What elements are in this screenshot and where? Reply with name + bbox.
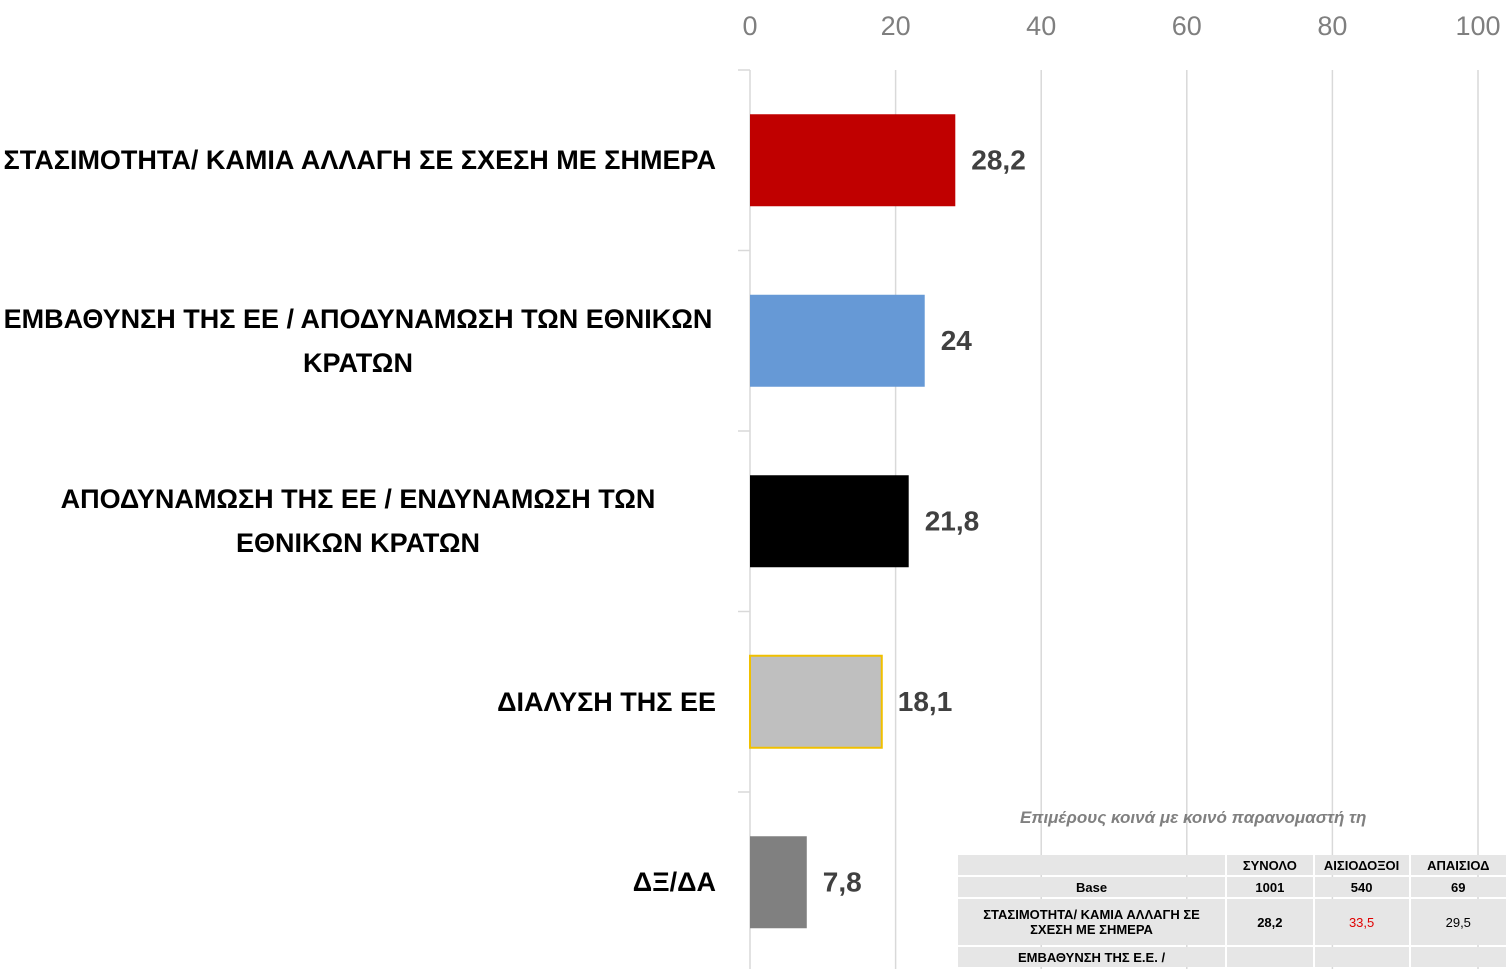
- table-header: ΣΥΝΟΛΟ ΑΙΣΙΟΔΟΞΟΙ ΑΠΑΙΣΙΟΔ: [958, 855, 1506, 875]
- table-row: ΣΤΑΣΙΜΟΤΗΤΑ/ ΚΑΜΙΑ ΑΛΛΑΓΗ ΣΕ ΣΧΕΣΗ ΜΕ ΣΗ…: [958, 899, 1506, 945]
- category-label-box: ΔΙΑΛΥΣΗ ΤΗΣ ΕΕ: [0, 642, 716, 762]
- table-cell: 540: [1314, 877, 1409, 897]
- table-cell: ΕΜΒΑΘΥΝΣΗ ΤΗΣ Ε.Ε. /: [958, 947, 1226, 967]
- category-label-box: ΔΞ/ΔΑ: [0, 822, 716, 942]
- table-cell: [1410, 947, 1506, 967]
- category-label: ΕΜΒΑΘΥΝΣΗ ΤΗΣ ΕΕ / ΑΠΟΔΥΝΑΜΩΣΗ ΤΩΝ ΕΘΝΙΚ…: [3, 303, 713, 378]
- table-cell: [1314, 947, 1409, 967]
- bar: [750, 475, 909, 568]
- data-label: 24: [941, 325, 973, 356]
- table-row: Base 1001 540 69: [958, 877, 1506, 897]
- category-label: ΔΞ/ΔΑ: [632, 867, 716, 898]
- category-label: ΑΠΟΔΥΝΑΜΩΣΗ ΤΗΣ ΕΕ / ΕΝΔΥΝΑΜΩΣΗ ΤΩΝ ΕΘΝΙ…: [60, 484, 656, 559]
- table-cell: 29,5: [1410, 899, 1506, 945]
- bar: [750, 114, 956, 207]
- table-row: ΕΜΒΑΘΥΝΣΗ ΤΗΣ Ε.Ε. /: [958, 947, 1506, 967]
- bar: [750, 294, 925, 387]
- data-label: 18,1: [898, 686, 953, 717]
- table-cell: ΑΠΑΙΣΙΟΔ: [1410, 855, 1506, 875]
- table-cell: 33,5: [1314, 899, 1409, 945]
- x-tick-label: 40: [1026, 11, 1056, 41]
- table-cell: 28,2: [1227, 899, 1313, 945]
- table-cell: [1227, 947, 1313, 967]
- table-cell: 69: [1410, 877, 1506, 897]
- table-cell: ΣΥΝΟΛΟ: [1227, 855, 1313, 875]
- table-cell: [958, 855, 1226, 875]
- category-label: ΣΤΑΣΙΜΟΤΗΤΑ/ ΚΑΜΙΑ ΑΛΛΑΓΗ ΣΕ ΣΧΕΣΗ ΜΕ ΣΗ…: [3, 145, 716, 176]
- x-tick-label: 100: [1455, 11, 1500, 41]
- data-label: 21,8: [925, 506, 980, 537]
- x-tick-label: 0: [742, 11, 757, 41]
- data-label: 7,8: [823, 867, 862, 898]
- data-table: ΣΥΝΟΛΟ ΑΙΣΙΟΔΟΞΟΙ ΑΠΑΙΣΙΟΔ Base 1001 540 69 ΣΤΑ…: [956, 853, 1508, 969]
- data-label: 28,2: [971, 145, 1026, 176]
- category-label: ΔΙΑΛΥΣΗ ΤΗΣ ΕΕ: [497, 686, 716, 717]
- table-cell: ΣΤΑΣΙΜΟΤΗΤΑ/ ΚΑΜΙΑ ΑΛΛΑΓΗ ΣΕ ΣΧΕΣΗ ΜΕ ΣΗ…: [958, 899, 1226, 945]
- category-label-box: ΑΠΟΔΥΝΑΜΩΣΗ ΤΗΣ ΕΕ / ΕΝΔΥΝΑΜΩΣΗ ΤΩΝ ΕΘΝΙ…: [0, 461, 716, 581]
- table-cell: 1001: [1227, 877, 1313, 897]
- table-cell: Base: [958, 877, 1226, 897]
- bar: [749, 654, 883, 749]
- bar: [750, 836, 807, 929]
- category-label-box: ΕΜΒΑΘΥΝΣΗ ΤΗΣ ΕΕ / ΑΠΟΔΥΝΑΜΩΣΗ ΤΩΝ ΕΘΝΙΚ…: [0, 281, 716, 401]
- table-cell: ΑΙΣΙΟΔΟΞΟΙ: [1314, 855, 1409, 875]
- x-tick-label: 80: [1317, 11, 1347, 41]
- x-tick-label: 20: [881, 11, 911, 41]
- table-caption: Επιμέρους κοινά με κοινό παρανομαστή τη: [1020, 808, 1367, 827]
- category-label-box: ΣΤΑΣΙΜΟΤΗΤΑ/ ΚΑΜΙΑ ΑΛΛΑΓΗ ΣΕ ΣΧΕΣΗ ΜΕ ΣΗ…: [0, 100, 716, 220]
- x-tick-label: 60: [1172, 11, 1202, 41]
